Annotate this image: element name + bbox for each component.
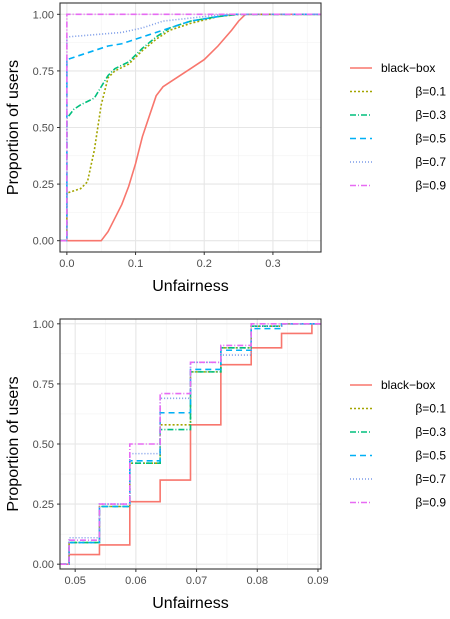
x-tick-label: 0.0 (59, 258, 74, 270)
x-axis-title: Unfairness (152, 595, 228, 612)
legend-label: β=0.3 (415, 425, 446, 439)
series-line-beta-0.3 (60, 323, 321, 565)
y-axis-title: Proportion of users (5, 376, 22, 511)
y-tick-label: 0.50 (33, 123, 54, 135)
series-group (60, 13, 321, 242)
x-tick-label: 0.08 (247, 575, 268, 587)
x-axis-title: Unfairness (152, 278, 228, 295)
legend-label: β=0.5 (415, 132, 446, 146)
legend-label: β=0.1 (415, 85, 446, 99)
series-line-beta-0.9 (60, 13, 321, 242)
legend-label: β=0.7 (415, 472, 446, 486)
y-tick-label: 1.00 (33, 9, 54, 21)
x-tick-label: 0.07 (186, 575, 207, 587)
y-axis-title: Proportion of users (5, 60, 22, 195)
legend-label: β=0.7 (415, 155, 446, 169)
x-tick-label: 0.1 (128, 258, 143, 270)
series-line-black-box (60, 13, 321, 242)
x-tick-label: 0.09 (307, 575, 328, 587)
x-tick-label: 0.3 (265, 258, 280, 270)
y-tick-label: 0.00 (33, 559, 54, 571)
series-line-beta-0.5 (60, 13, 321, 242)
y-tick-label: 0.75 (33, 379, 54, 391)
legend: black−box β=0.1 β=0.3 β=0.5 β=0.7 β=0.9 (350, 378, 446, 510)
chart-1: 0.00 0.25 0.50 0.75 1.00 0.0 0.1 0.2 0.3 Unfairne… (5, 2, 446, 295)
y-tick-label: 0.75 (33, 66, 54, 78)
legend-label: β=0.3 (415, 108, 446, 122)
x-tick-label: 0.06 (125, 575, 146, 587)
legend-label: black−box (381, 378, 435, 392)
y-tick-label: 0.25 (33, 499, 54, 511)
legend-label: β=0.9 (415, 179, 446, 193)
series-line-beta-0.3 (60, 13, 321, 242)
series-group (60, 323, 321, 565)
legend-label: black−box (381, 61, 435, 75)
series-line-beta-0.1 (60, 13, 321, 242)
legend: black−box β=0.1 β=0.3 β=0.5 β=0.7 β=0.9 (350, 61, 446, 193)
legend-label: β=0.1 (415, 402, 446, 416)
series-line-black-box (60, 323, 321, 565)
legend-label: β=0.9 (415, 496, 446, 510)
series-line-beta-0.5 (60, 323, 321, 565)
series-line-beta-0.7 (60, 323, 321, 565)
y-tick-label: 0.25 (33, 179, 54, 191)
chart-2: 0.00 0.25 0.50 0.75 1.00 0.05 0.06 0.07 0.08 0.09… (5, 318, 446, 612)
series-line-beta-0.9 (60, 323, 321, 565)
legend-label: β=0.5 (415, 449, 446, 463)
x-tick-label: 0.2 (197, 258, 212, 270)
y-tick-label: 1.00 (33, 319, 54, 331)
y-tick-label: 0.50 (33, 439, 54, 451)
y-tick-label: 0.00 (33, 236, 54, 248)
x-tick-label: 0.05 (64, 575, 85, 587)
